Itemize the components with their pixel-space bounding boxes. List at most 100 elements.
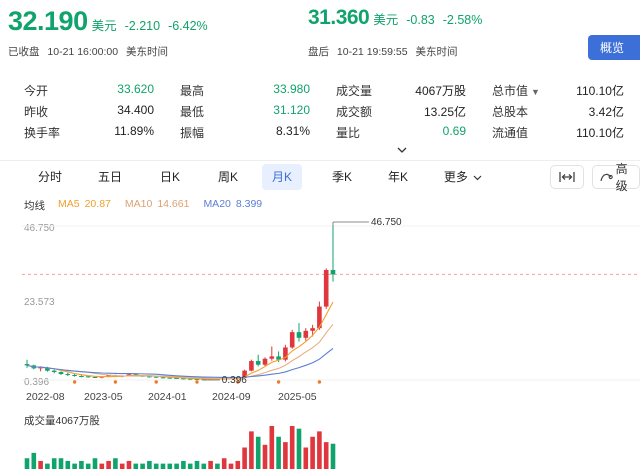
- tab-more[interactable]: 更多: [440, 164, 486, 190]
- volume-bar: [31, 452, 37, 469]
- stat-label-turnover: 成交额: [336, 105, 373, 119]
- candle-body: [187, 378, 193, 380]
- volume-bar: [181, 460, 186, 469]
- volume-bar: [45, 463, 50, 469]
- stat-value-market-cap: 110.10亿: [576, 84, 624, 98]
- volume-bar: [276, 436, 281, 469]
- ma-legend-label: 均线: [24, 200, 45, 212]
- volume-bar: [303, 447, 309, 469]
- candle-body: [72, 375, 77, 377]
- tab-monthly-k[interactable]: 月K: [262, 164, 302, 190]
- candle-body: [323, 270, 329, 307]
- candle-body: [255, 361, 261, 365]
- stat-label-open: 今开: [24, 84, 49, 98]
- draw-tool-icon: [600, 173, 613, 182]
- stat-value-turnover-rate: 11.89%: [114, 124, 154, 138]
- volume-bar: [72, 463, 77, 469]
- volume-bar: [58, 458, 64, 469]
- stat-label-market-cap[interactable]: 总市值 ▼: [492, 82, 540, 99]
- expand-chevron-icon[interactable]: [397, 146, 407, 157]
- kline-chart[interactable]: 46.750 23.573 0.396 46.750 0.396 2022-08…: [0, 212, 640, 469]
- price-change: -2.210: [124, 19, 161, 33]
- tab-yearly-k[interactable]: 年K: [387, 170, 408, 184]
- stat-label-volume-ratio: 量比: [336, 126, 361, 140]
- candle-body: [126, 374, 132, 376]
- volume-bar: [160, 463, 166, 469]
- stat-label-low: 最低: [180, 105, 205, 119]
- volume-bar: [194, 460, 200, 469]
- compare-button[interactable]: [550, 165, 584, 189]
- y-tick-top: 46.750: [24, 223, 55, 234]
- ma20-line: [26, 348, 334, 379]
- volume-bar: [255, 436, 261, 469]
- candle-body: [51, 370, 57, 373]
- candle-body: [262, 358, 268, 365]
- currency: 美元: [91, 19, 117, 33]
- after-hours-label: 盘后: [308, 46, 329, 58]
- event-dot: [195, 380, 199, 384]
- tab-quarterly-k[interactable]: 季K: [331, 170, 352, 184]
- candle-body: [65, 374, 71, 376]
- ma20-name: MA20: [203, 198, 231, 210]
- volume-bar: [283, 442, 288, 469]
- after-hours-change-pct: -2.58%: [442, 13, 483, 27]
- volume-bar: [296, 428, 302, 469]
- last-price-block: 32.190 美元 -2.210 -6.42%: [8, 6, 208, 37]
- stat-value-volume-ratio: 0.69: [442, 124, 466, 138]
- stat-value-total-shares: 3.42亿: [588, 105, 624, 119]
- x-tick-label: 2024-01: [148, 391, 187, 403]
- price-change-pct: -6.42%: [168, 19, 208, 33]
- volume-bar: [79, 460, 84, 469]
- y-tick-mid: 23.573: [24, 297, 55, 308]
- min-marker-label: 0.396: [222, 375, 247, 386]
- ma20-legend: MA20 8.399: [203, 198, 267, 213]
- overview-button[interactable]: 概览: [588, 35, 640, 60]
- candle-body: [92, 376, 98, 378]
- chart-period-tabs: 分时 五日 日K 周K 月K 季K 年K 更多 高级: [0, 162, 640, 193]
- volume-bar: [99, 463, 105, 469]
- event-dot: [317, 380, 322, 384]
- volume-bar: [133, 463, 139, 469]
- volume-bar: [330, 443, 336, 469]
- event-dot: [154, 380, 158, 384]
- after-hours-time: 10-21 19:59:55: [336, 46, 408, 58]
- candle-body: [174, 377, 179, 379]
- after-hours-price: 31.360: [308, 6, 370, 29]
- ma5-line: [26, 301, 334, 380]
- candle-body: [303, 330, 309, 338]
- last-price: 32.190: [8, 6, 88, 36]
- volume-bar: [147, 460, 152, 469]
- stats-row: 换手率 11.89% 振幅 8.31% 量比 0.69 流通值 110.10亿: [0, 124, 640, 144]
- stat-label-high: 最高: [180, 84, 205, 98]
- stat-label-volume: 成交量: [336, 84, 373, 98]
- stat-value-volume: 4067万股: [415, 84, 466, 98]
- volume-bar: [65, 460, 71, 469]
- volume-bar: [289, 426, 295, 469]
- candle-body: [85, 376, 91, 378]
- tab-weekly-k[interactable]: 周K: [217, 170, 238, 184]
- stat-label-prev-close: 昨收: [24, 105, 49, 119]
- candle-body: [289, 332, 295, 348]
- tab-five-day[interactable]: 五日: [97, 170, 122, 184]
- advanced-button[interactable]: 高级: [592, 162, 640, 193]
- stat-label-total-shares: 总股本: [492, 105, 529, 119]
- status-label: 已收盘: [8, 46, 40, 58]
- volume-bar: [310, 436, 315, 469]
- tab-more-label: 更多: [443, 170, 468, 184]
- stats-row: 今开 33.620 最高 33.980 成交量 4067万股 总市值 ▼ 110.…: [0, 82, 640, 102]
- volume-bar: [167, 463, 173, 469]
- tab-intraday[interactable]: 分时: [37, 170, 62, 184]
- volume-bar: [269, 426, 275, 469]
- candle-body: [330, 270, 336, 275]
- stat-value-low: 31.120: [273, 103, 310, 117]
- volume-bar: [242, 447, 247, 469]
- candle-body: [153, 376, 159, 378]
- after-hours-currency: 美元: [373, 13, 399, 27]
- volume-bar: [140, 463, 145, 469]
- volume-bar: [201, 463, 207, 469]
- candle-body: [45, 367, 50, 371]
- volume-bar: [153, 463, 159, 469]
- stat-value-amplitude: 8.31%: [275, 124, 310, 138]
- volume-bar: [249, 431, 254, 469]
- tab-daily-k[interactable]: 日K: [159, 170, 180, 184]
